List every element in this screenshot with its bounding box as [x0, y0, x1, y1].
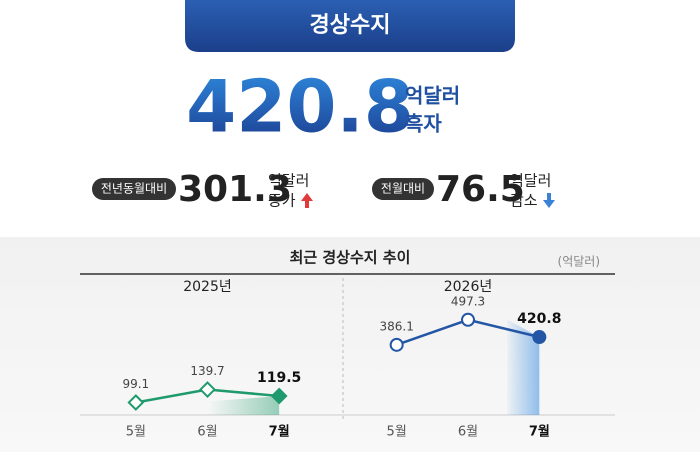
area-highlight [507, 319, 540, 415]
x-tick-label: 6월 [197, 425, 217, 440]
chart-title: 최근 경상수지 추이 [290, 249, 411, 267]
x-tick-label: 5월 [387, 425, 407, 440]
area-highlight [207, 395, 280, 415]
panel-title: 2026년 [444, 279, 493, 295]
marker [389, 337, 404, 352]
marker [461, 312, 475, 327]
x-tick-label: 7월 [269, 424, 290, 440]
unit-label: (억달러) [558, 255, 600, 269]
main-status: 흑자 [405, 112, 442, 136]
stat-change: 감소 [510, 192, 538, 210]
stat-value: 76.5 [436, 169, 525, 210]
value-label: 386.1 [379, 319, 413, 333]
marker [270, 387, 288, 405]
title: 경상수지 [310, 13, 391, 38]
main-value: 420.8 [186, 65, 414, 149]
title-tab [185, 0, 515, 52]
value-label: 497.3 [451, 294, 485, 308]
x-tick-label: 7월 [529, 424, 550, 440]
panel-title: 2025년 [183, 279, 232, 295]
value-label: 99.1 [122, 377, 149, 391]
stat-label: 전년동월대비 [101, 182, 167, 196]
x-tick-label: 6월 [458, 425, 478, 440]
stat-unit: 억달러 [510, 172, 551, 190]
marker [127, 394, 145, 411]
stat-badge [372, 178, 434, 200]
stat-badge [92, 178, 176, 200]
stat-unit: 억달러 [268, 172, 309, 190]
main-unit: 억달러 [405, 84, 460, 108]
stat-change: 증가 [268, 192, 296, 210]
value-label: 119.5 [257, 370, 301, 386]
chart-background [0, 237, 700, 452]
value-label: 420.8 [517, 311, 561, 327]
value-label: 139.7 [190, 364, 224, 378]
stat-label: 전월대비 [381, 182, 425, 196]
marker [532, 330, 547, 345]
down-arrow [543, 193, 555, 208]
marker [199, 381, 216, 398]
x-tick-label: 5월 [126, 425, 146, 440]
up-arrow [301, 193, 313, 208]
stat-value: 301.3 [178, 169, 292, 210]
